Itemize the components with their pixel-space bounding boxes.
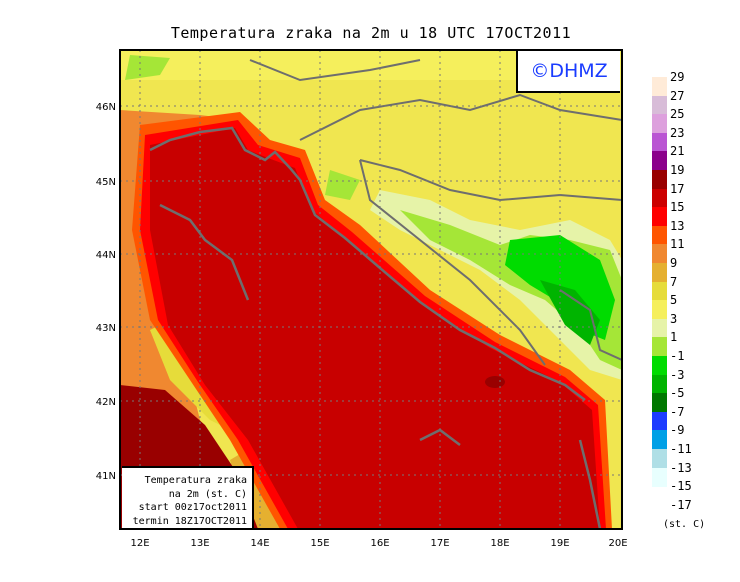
legend-swatch <box>652 170 667 189</box>
x-tick: 15E <box>310 538 329 549</box>
dhmz-logo: ©DHMZ <box>516 51 620 93</box>
info-box: Temperatura zraka na 2m (st. C) start 00… <box>122 466 254 528</box>
x-tick: 17E <box>430 538 449 549</box>
legend-swatch <box>652 225 667 245</box>
legend-label: 25 <box>670 107 685 122</box>
x-axis: 12E 13E 14E 15E 16E 17E 18E 19E 20E <box>130 538 627 549</box>
info-line: Temperatura zraka <box>144 475 247 486</box>
y-tick: 42N <box>96 397 116 408</box>
legend-label: -17 <box>670 497 692 512</box>
grid-lines <box>120 50 622 529</box>
legend-swatch <box>652 77 667 96</box>
legend-swatch <box>652 114 667 134</box>
y-tick: 43N <box>96 323 116 334</box>
x-tick: 14E <box>250 538 269 549</box>
legend-swatch <box>652 374 667 394</box>
y-tick: 46N <box>96 102 116 113</box>
legend-swatch <box>652 263 667 282</box>
x-tick: 13E <box>190 538 209 549</box>
coastline <box>149 126 602 529</box>
legend-swatch <box>652 281 667 301</box>
legend-swatch <box>652 244 667 264</box>
x-tick: 19E <box>550 538 569 549</box>
legend-label: -5 <box>670 386 685 401</box>
legend-label: 19 <box>670 163 685 177</box>
legend-swatch <box>652 318 667 338</box>
legend-swatch <box>652 337 667 357</box>
x-tick: 12E <box>130 538 149 549</box>
legend-label: -7 <box>670 404 685 419</box>
legend-label: 7 <box>670 274 678 289</box>
info-line: termin 18Z17OCT2011 <box>132 515 247 527</box>
y-tick: 45N <box>96 177 116 188</box>
legend-label: -11 <box>670 442 692 456</box>
legend-swatch <box>652 449 667 468</box>
legend-label: -13 <box>670 460 692 475</box>
cold-inland-patches <box>125 55 622 380</box>
legend-label: 23 <box>670 125 685 140</box>
legend-label: 5 <box>670 293 678 308</box>
legend-label: 17 <box>670 181 685 196</box>
legend-unit: (st. C) <box>663 519 706 530</box>
y-tick: 44N <box>96 250 116 261</box>
legend-swatch <box>652 300 667 320</box>
legend-label: 15 <box>670 200 685 215</box>
legend-swatch <box>652 151 667 171</box>
legend-swatch <box>652 356 667 375</box>
legend-label: -9 <box>670 423 685 438</box>
legend-label: 29 <box>670 70 685 84</box>
info-line: start 00z17oct2011 <box>138 502 247 513</box>
legend-swatch <box>652 393 667 413</box>
legend-label: 1 <box>670 330 678 345</box>
legend-swatch <box>652 430 667 450</box>
legend-label: 11 <box>670 237 685 252</box>
legend-swatch <box>652 132 667 152</box>
legend-swatch <box>652 411 667 431</box>
adriatic-sea <box>150 128 600 529</box>
legend-label: 3 <box>670 311 678 326</box>
legend-label: -3 <box>670 367 685 382</box>
plot-frame <box>119 49 623 530</box>
y-axis: 46N 45N 44N 43N 42N 41N <box>96 102 116 482</box>
color-legend: 29 27 25 23 21 19 17 15 13 11 9 7 5 3 1 … <box>652 70 732 517</box>
legend-label: -15 <box>670 479 692 494</box>
legend-label: 13 <box>670 218 685 233</box>
legend-label: 21 <box>670 144 685 159</box>
legend-swatch <box>652 207 667 227</box>
y-tick: 41N <box>96 471 116 482</box>
x-tick: 16E <box>370 538 389 549</box>
legend-label: -1 <box>670 349 685 363</box>
legend-label: 9 <box>670 256 678 270</box>
x-tick: 18E <box>490 538 509 549</box>
legend-swatch <box>652 188 667 208</box>
map-title: Temperatura zraka na 2m u 18 UTC 17OCT20… <box>170 24 572 42</box>
x-tick: 20E <box>608 538 627 549</box>
legend-label: 27 <box>670 88 685 103</box>
sea-warm-spot <box>485 376 505 388</box>
legend-swatch <box>652 95 667 115</box>
legend-swatch <box>652 467 667 487</box>
info-line: na 2m (st. C) <box>168 488 247 500</box>
